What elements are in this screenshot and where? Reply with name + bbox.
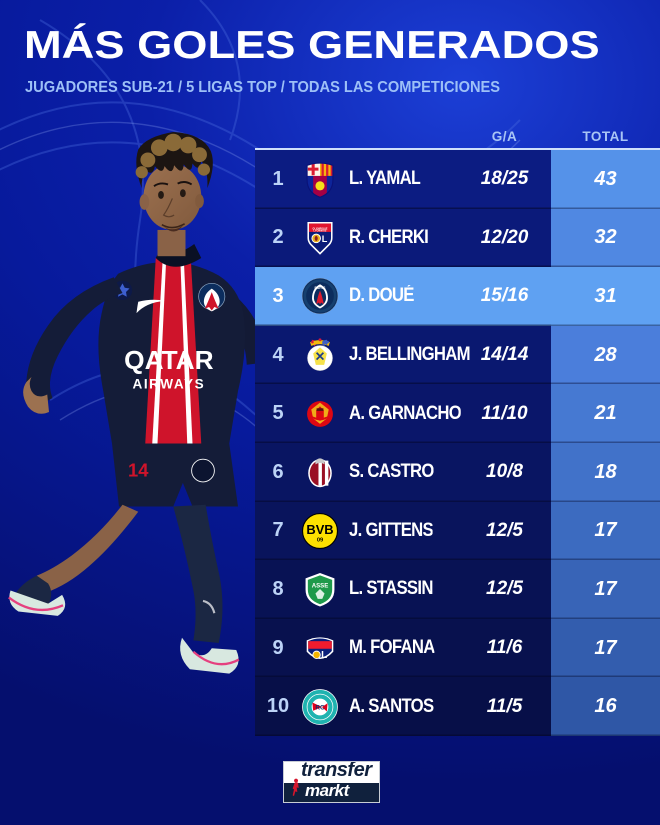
svg-text:QATAR: QATAR: [124, 345, 213, 375]
svg-text:L: L: [322, 234, 328, 244]
svg-text:09: 09: [317, 538, 323, 544]
svg-text:RC: RC: [315, 704, 325, 711]
svg-text:ASSE: ASSE: [312, 583, 329, 590]
svg-text:PARIS: PARIS: [314, 286, 326, 290]
svg-text:L: L: [321, 650, 327, 661]
svg-text:BVB: BVB: [306, 522, 333, 537]
svg-text:14: 14: [128, 460, 149, 481]
svg-text:AIRWAYS: AIRWAYS: [132, 376, 205, 391]
svg-text:LYONNAIS: LYONNAIS: [314, 230, 327, 233]
